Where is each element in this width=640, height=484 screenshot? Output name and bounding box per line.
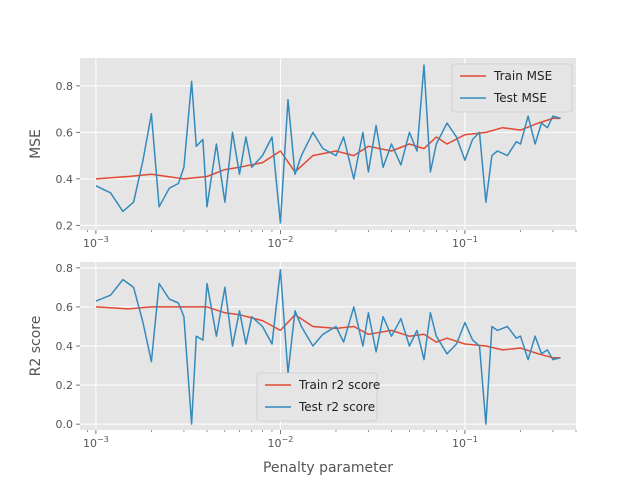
chart-panel-1: 10−3 10−2 10−1 0.2 0.4 0.6 0.8 MSE Train MSE Test… — [28, 58, 577, 250]
y-tick-label: 0.2 — [56, 379, 74, 392]
x-tick-label: 10−1 — [452, 235, 478, 250]
y-tick-label: 0.6 — [56, 301, 74, 314]
series-line-test — [95, 64, 561, 224]
x-tick-label: 10−1 — [452, 435, 478, 450]
legend-label: Test r2 score — [298, 400, 375, 414]
x-tick-label: 10−2 — [268, 235, 294, 250]
y-tick-label: 0.8 — [56, 262, 74, 275]
series-line-test — [95, 269, 561, 425]
x-tick-label: 10−2 — [268, 435, 294, 450]
y-tick-label: 0.8 — [56, 80, 74, 93]
y-tick-label: 0.6 — [56, 126, 74, 139]
y-axis-label: MSE — [28, 129, 44, 159]
legend: Train MSE Test MSE — [451, 63, 573, 113]
y-tick-label: 0.4 — [56, 340, 74, 353]
legend: Train r2 score Test r2 score — [256, 372, 380, 422]
x-tick-label: 10−3 — [83, 235, 109, 250]
y-tick-label: 0.4 — [56, 173, 74, 186]
y-tick-label: 0.0 — [56, 418, 74, 431]
legend-label: Train MSE — [493, 69, 552, 83]
y-tick-label: 0.2 — [56, 219, 74, 232]
legend-label: Train r2 score — [298, 378, 380, 392]
x-tick-label: 10−3 — [83, 435, 109, 450]
x-axis-label: Penalty parameter — [263, 460, 393, 476]
y-axis-label: R2 score — [28, 316, 44, 377]
series-line-train — [95, 117, 561, 180]
legend-label: Test MSE — [493, 91, 547, 105]
series-line-train — [95, 306, 561, 359]
chart-panel-2: 10−3 10−2 10−1 0.0 0.2 0.4 0.6 0.8 R2 score Penal… — [28, 262, 577, 476]
